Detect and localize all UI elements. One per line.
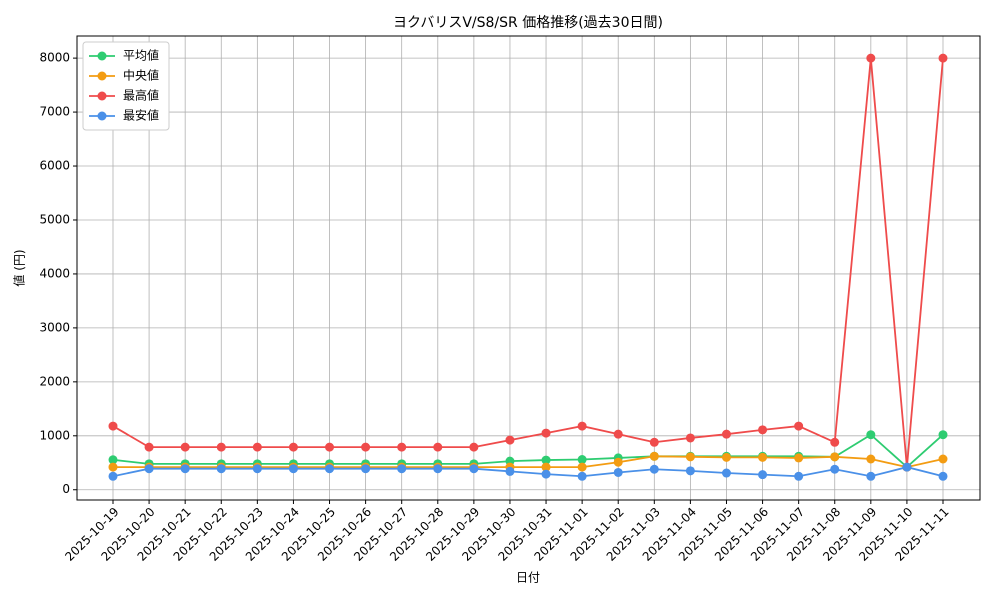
data-point — [794, 471, 804, 481]
data-point — [613, 429, 623, 439]
data-point — [505, 435, 515, 445]
data-point — [938, 430, 948, 440]
data-point — [288, 442, 298, 452]
data-point — [433, 464, 443, 474]
y-tick-label: 1000 — [39, 428, 70, 442]
data-point — [541, 455, 551, 465]
data-point — [577, 421, 587, 431]
data-point — [144, 464, 154, 474]
data-point — [721, 452, 731, 462]
data-point — [902, 462, 912, 472]
data-point — [505, 466, 515, 476]
data-point — [288, 464, 298, 474]
data-point — [866, 471, 876, 481]
y-tick-label: 0 — [62, 482, 70, 496]
data-point — [794, 421, 804, 431]
data-point — [830, 464, 840, 474]
data-point — [721, 468, 731, 478]
data-point — [794, 453, 804, 463]
data-point — [541, 428, 551, 438]
legend-label: 平均値 — [123, 48, 159, 63]
data-point — [758, 470, 768, 480]
data-point — [685, 433, 695, 443]
data-point — [216, 464, 226, 474]
data-point — [361, 464, 371, 474]
y-tick-label: 2000 — [39, 374, 70, 388]
data-point — [613, 457, 623, 467]
data-point — [649, 464, 659, 474]
legend-marker — [97, 111, 107, 121]
series-line — [113, 455, 944, 469]
data-point — [325, 442, 335, 452]
data-point — [830, 452, 840, 462]
data-point — [830, 437, 840, 447]
x-axis-label: 日付 — [516, 571, 540, 585]
data-point — [866, 53, 876, 63]
data-point — [577, 455, 587, 465]
chart-title: ヨクバリスV/S8/SR 価格推移(過去30日間) — [393, 15, 663, 31]
data-point — [577, 462, 587, 472]
data-point — [938, 454, 948, 464]
data-point — [866, 454, 876, 464]
legend-marker — [97, 51, 107, 61]
y-axis-label: 値 (円) — [12, 249, 27, 286]
legend-marker — [97, 71, 107, 81]
data-point — [758, 425, 768, 435]
data-point — [758, 452, 768, 462]
plot-frame — [76, 35, 981, 501]
data-point — [685, 452, 695, 462]
data-point — [216, 442, 226, 452]
data-point — [577, 471, 587, 481]
data-point — [108, 462, 118, 472]
data-point — [108, 471, 118, 481]
y-tick-label: 8000 — [39, 51, 70, 65]
data-point — [108, 421, 118, 431]
data-point — [180, 442, 190, 452]
data-point — [613, 467, 623, 477]
data-point — [397, 464, 407, 474]
data-point — [938, 53, 948, 63]
series-line — [112, 466, 944, 478]
data-point — [469, 442, 479, 452]
data-point — [252, 464, 262, 474]
legend-label: 中央値 — [123, 68, 159, 83]
data-point — [325, 464, 335, 474]
legend-label: 最高値 — [123, 88, 159, 103]
legend-label: 最安値 — [123, 108, 159, 123]
data-point — [397, 442, 407, 452]
y-tick-label: 4000 — [39, 266, 70, 280]
data-point — [721, 429, 731, 439]
data-point — [252, 442, 262, 452]
data-point — [649, 451, 659, 461]
y-tick-label: 7000 — [39, 105, 70, 119]
series-line — [112, 58, 944, 468]
legend-box — [82, 41, 170, 131]
data-point — [361, 442, 371, 452]
data-point — [541, 462, 551, 472]
data-point — [938, 471, 948, 481]
y-tick-label: 3000 — [39, 320, 70, 334]
data-point — [469, 464, 479, 474]
data-point — [180, 464, 190, 474]
data-point — [866, 430, 876, 440]
data-point — [649, 437, 659, 447]
data-point — [541, 469, 551, 479]
data-point — [144, 442, 154, 452]
y-tick-label: 6000 — [39, 159, 70, 173]
data-point — [433, 442, 443, 452]
data-point — [685, 466, 695, 476]
data-point — [108, 455, 118, 465]
series-line — [112, 433, 944, 469]
legend-marker — [97, 91, 107, 101]
y-tick-label: 5000 — [39, 212, 70, 226]
